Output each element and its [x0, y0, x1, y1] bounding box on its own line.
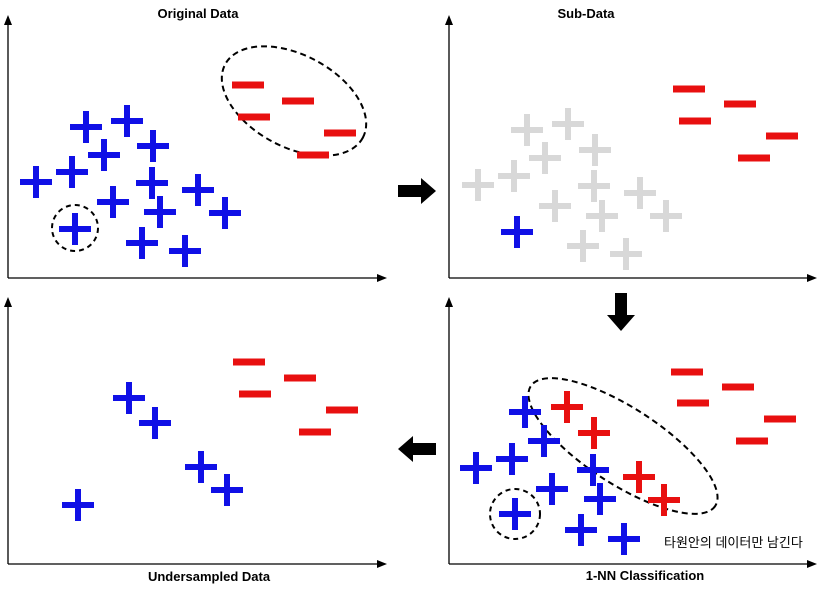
panel-title-original: Original Data [157, 6, 239, 21]
plus-mark-undersampled-2 [185, 451, 217, 483]
minus-mark-original-14 [232, 81, 264, 89]
minus-mark-onenn-14 [671, 368, 703, 376]
minus-mark-onenn-16 [677, 399, 709, 407]
plus-mark-original-4 [56, 156, 88, 188]
minus-mark-onenn-17 [764, 415, 796, 423]
minus-mark-undersampled-6 [284, 374, 316, 382]
plus-mark-subdata-12 [610, 238, 642, 270]
plus-mark-original-5 [20, 166, 52, 198]
plus-mark-subdata-13 [501, 216, 533, 248]
plus-mark-subdata-7 [624, 177, 656, 209]
minus-mark-original-18 [297, 151, 329, 159]
selected-positive-circle [51, 204, 99, 252]
plus-mark-onenn-6 [584, 483, 616, 515]
plus-mark-subdata-9 [586, 200, 618, 232]
panel-title-onenn: 1-NN Classification [585, 568, 705, 583]
arrow-right [398, 178, 436, 204]
plus-mark-undersampled-3 [211, 474, 243, 506]
plus-mark-original-12 [126, 227, 158, 259]
plus-mark-original-2 [88, 139, 120, 171]
panel-title-subdata: Sub-Data [557, 6, 615, 21]
plus-mark-onenn-9 [608, 523, 640, 555]
plus-mark-onenn-12 [623, 461, 655, 493]
ellipse-note: 타원안의 데이터만 남긴다 [664, 535, 803, 550]
plus-mark-original-11 [59, 213, 91, 245]
misclassified-ellipse [527, 377, 719, 515]
minus-mark-undersampled-8 [326, 406, 358, 414]
plus-mark-undersampled-0 [113, 382, 145, 414]
plus-mark-onenn-10 [551, 391, 583, 423]
minus-mark-subdata-17 [766, 132, 798, 140]
retained-positive-circle [489, 488, 541, 540]
arrow-left [398, 436, 436, 462]
plus-mark-undersampled-4 [62, 489, 94, 521]
minus-mark-undersampled-5 [233, 358, 265, 366]
minus-mark-original-16 [238, 113, 270, 121]
plus-mark-subdata-6 [578, 170, 610, 202]
plus-mark-onenn-3 [496, 443, 528, 475]
plus-mark-onenn-4 [577, 454, 609, 486]
plus-mark-original-10 [209, 197, 241, 229]
minus-mark-undersampled-9 [299, 428, 331, 436]
data-points [20, 81, 798, 555]
arrow-down [607, 293, 635, 331]
minus-mark-subdata-18 [738, 154, 770, 162]
minus-mark-onenn-15 [722, 383, 754, 391]
negative-cluster-ellipse [220, 45, 368, 157]
plus-mark-onenn-1 [528, 425, 560, 457]
axes-onenn [445, 297, 817, 568]
plus-mark-subdata-4 [498, 160, 530, 192]
plus-mark-onenn-5 [536, 473, 568, 505]
plus-mark-onenn-2 [460, 452, 492, 484]
minus-mark-undersampled-7 [239, 390, 271, 398]
panel-title-undersampled: Undersampled Data [147, 569, 271, 584]
axes-original [4, 15, 387, 282]
plus-mark-subdata-10 [650, 200, 682, 232]
plus-mark-subdata-5 [462, 169, 494, 201]
plus-mark-onenn-0 [509, 396, 541, 428]
plus-mark-subdata-3 [579, 134, 611, 166]
minus-mark-subdata-14 [673, 85, 705, 93]
plus-mark-original-3 [137, 130, 169, 162]
plus-mark-onenn-11 [578, 417, 610, 449]
plus-mark-original-6 [136, 167, 168, 199]
plus-mark-subdata-11 [567, 230, 599, 262]
plus-mark-original-7 [182, 174, 214, 206]
axes-subdata [445, 15, 817, 282]
minus-mark-original-17 [324, 129, 356, 137]
plus-mark-original-1 [111, 105, 143, 137]
plus-mark-subdata-8 [539, 190, 571, 222]
plus-mark-subdata-2 [529, 142, 561, 174]
plus-mark-onenn-13 [648, 484, 680, 516]
minus-mark-original-15 [282, 97, 314, 105]
plus-mark-original-0 [70, 111, 102, 143]
plus-mark-original-13 [169, 235, 201, 267]
plus-mark-subdata-1 [552, 108, 584, 140]
axes-undersampled [4, 297, 387, 568]
plus-mark-onenn-7 [499, 498, 531, 530]
plus-mark-undersampled-1 [139, 407, 171, 439]
plus-mark-subdata-0 [511, 114, 543, 146]
plus-mark-onenn-8 [565, 514, 597, 546]
minus-mark-subdata-15 [724, 100, 756, 108]
minus-mark-onenn-18 [736, 437, 768, 445]
plus-mark-original-8 [97, 186, 129, 218]
minus-mark-subdata-16 [679, 117, 711, 125]
plus-mark-original-9 [144, 196, 176, 228]
